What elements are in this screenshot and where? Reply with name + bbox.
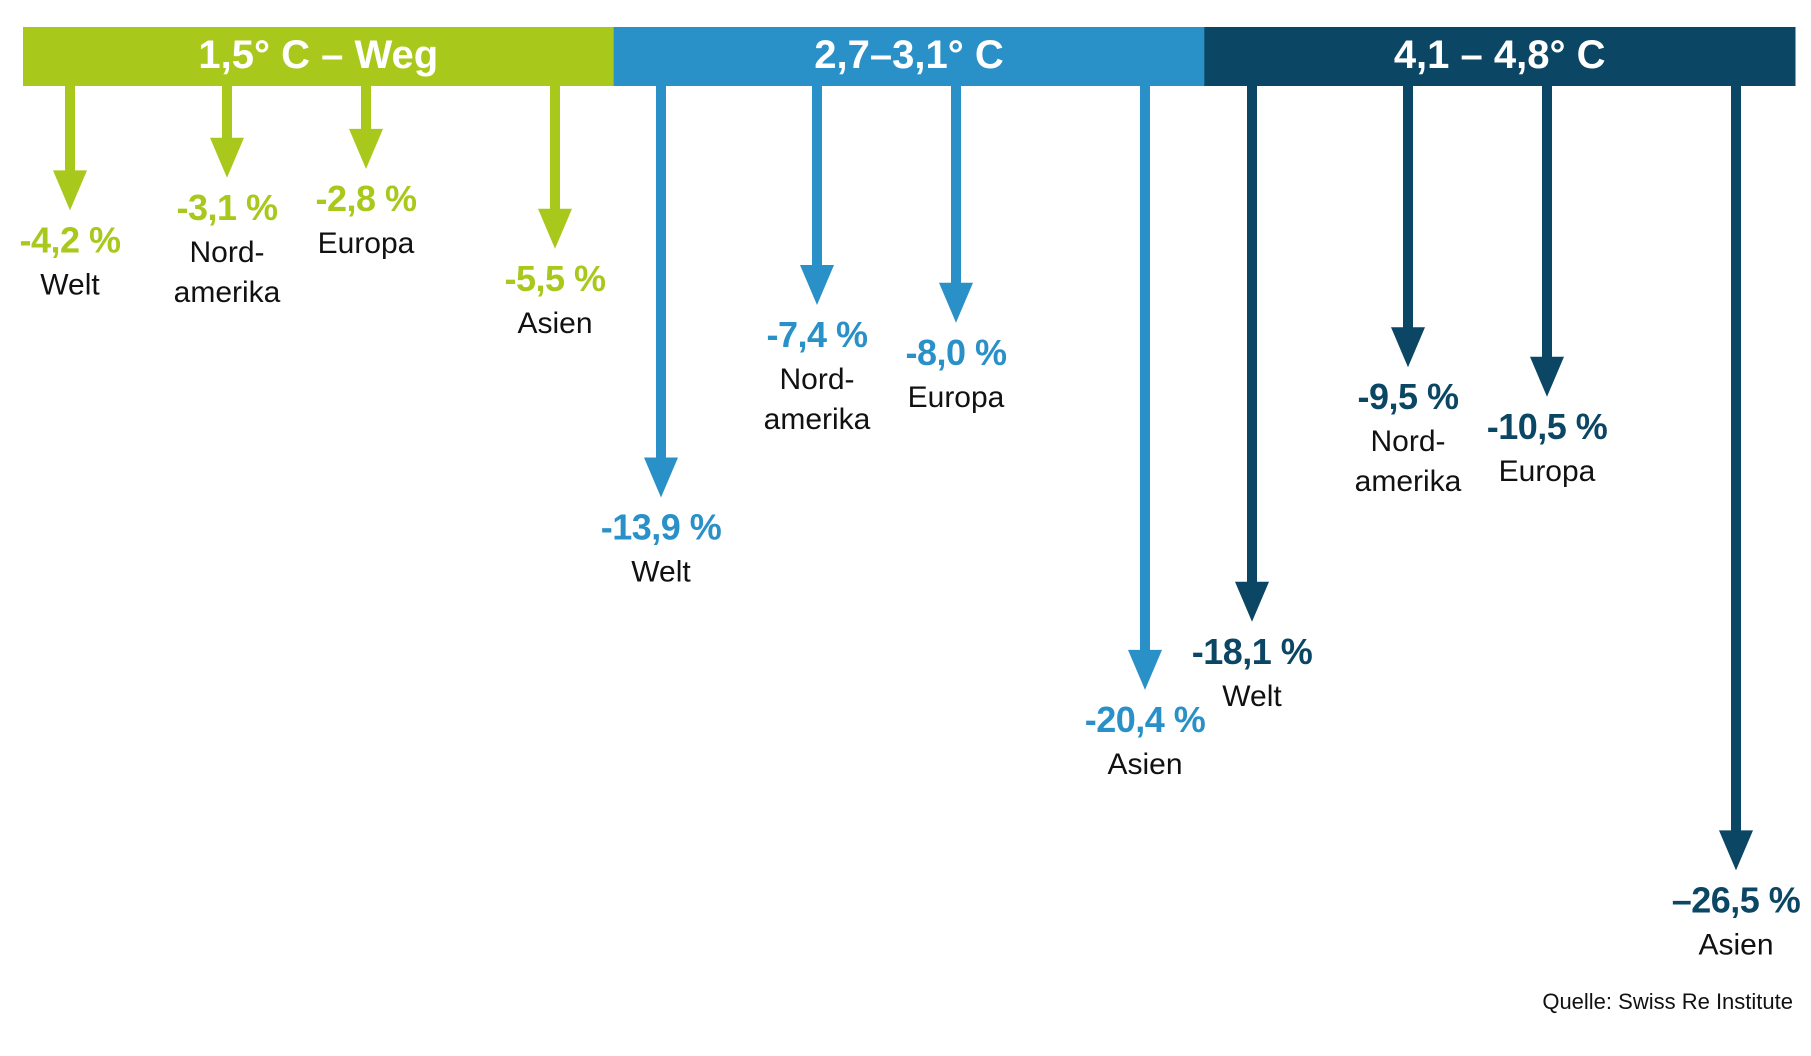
- arrow-shaft: [1140, 86, 1150, 651]
- header-label-3: 4,1 – 4,8° C: [1394, 33, 1606, 77]
- region-label: Welt: [40, 268, 100, 301]
- arrow-head: [939, 282, 973, 323]
- arrow-head: [538, 208, 572, 249]
- arrow-shaft: [550, 86, 560, 210]
- header-segment-2: [613, 27, 1205, 86]
- region-label: Asien: [1698, 928, 1773, 961]
- arrow-head: [1530, 356, 1564, 397]
- header-label-1: 1,5° C – Weg: [198, 33, 438, 77]
- value-label: -5,5 %: [504, 258, 606, 299]
- value-label: -9,5 %: [1357, 376, 1459, 417]
- region-label: Welt: [1222, 680, 1282, 713]
- region-label: amerika: [174, 276, 281, 309]
- value-label: -7,4 %: [766, 314, 868, 355]
- arrow-shaft: [361, 86, 371, 130]
- header-label-2: 2,7–3,1° C: [814, 33, 1003, 77]
- value-label: -10,5 %: [1487, 406, 1608, 447]
- region-label: Welt: [631, 555, 691, 588]
- region-label: Nord-: [189, 236, 264, 269]
- arrow-shaft: [222, 86, 232, 139]
- arrow-shaft: [1542, 86, 1552, 358]
- arrow-shaft: [1403, 86, 1413, 329]
- value-label: -8,0 %: [905, 332, 1007, 373]
- value-label: –26,5 %: [1672, 879, 1801, 920]
- arrow-shaft: [65, 86, 75, 172]
- value-label: -2,8 %: [315, 178, 417, 219]
- arrow-head: [800, 265, 834, 306]
- source-note: Quelle: Swiss Re Institute: [1542, 989, 1793, 1014]
- value-label: -3,1 %: [176, 187, 278, 228]
- arrow-shaft: [1247, 86, 1257, 583]
- arrow-head: [1128, 649, 1162, 690]
- region-label: amerika: [764, 403, 871, 436]
- arrow-head: [1391, 327, 1425, 368]
- arrow-shaft: [656, 86, 666, 459]
- arrow-head: [349, 128, 383, 169]
- header-segment-1: [23, 27, 615, 86]
- header-segment-3: [1204, 27, 1796, 86]
- scenario-header-bar: 1,5° C – Weg 2,7–3,1° C 4,1 – 4,8° C: [23, 27, 1796, 86]
- region-label: Asien: [1107, 748, 1182, 781]
- region-label: Nord-: [779, 363, 854, 396]
- arrow-head: [210, 137, 244, 178]
- region-label: Nord-: [1370, 425, 1445, 458]
- region-label: Europa: [318, 227, 415, 260]
- value-label: -4,2 %: [19, 219, 121, 260]
- arrow-shaft: [951, 86, 961, 284]
- arrow-marks: -4,2 % Welt -3,1 % Nord-amerika -2,8 % Europa…: [19, 86, 1801, 961]
- value-label: -18,1 %: [1192, 631, 1313, 672]
- value-label: -13,9 %: [601, 506, 722, 547]
- value-label: -20,4 %: [1085, 699, 1206, 740]
- region-label: Europa: [908, 381, 1005, 414]
- arrow-shaft: [1731, 86, 1741, 832]
- arrow-head: [1235, 581, 1269, 622]
- arrow-head: [1719, 830, 1753, 871]
- arrow-head: [53, 170, 87, 211]
- region-label: amerika: [1355, 465, 1462, 498]
- arrow-head: [644, 457, 678, 498]
- region-label: Europa: [1499, 455, 1596, 488]
- region-label: Asien: [517, 307, 592, 340]
- arrow-shaft: [812, 86, 822, 267]
